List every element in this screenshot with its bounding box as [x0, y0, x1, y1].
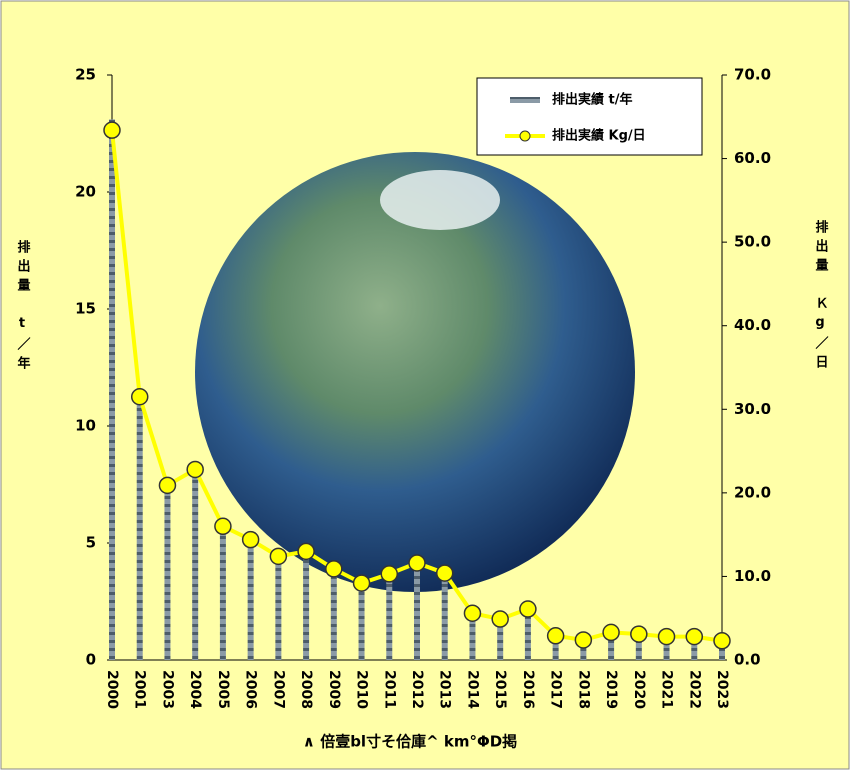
line-marker	[325, 560, 343, 578]
bar	[164, 482, 171, 660]
y-axis-title: 排出量 t／年	[15, 239, 31, 375]
bar	[247, 535, 254, 660]
line-marker	[685, 627, 704, 646]
bar	[635, 634, 642, 660]
x-tick-label: 2019	[603, 670, 619, 709]
y-tick-label: 15	[75, 300, 96, 318]
bar	[303, 550, 310, 660]
y-tick-label: 10	[75, 417, 96, 435]
bar	[109, 119, 115, 660]
y2-tick-label: 20.0	[734, 483, 771, 501]
x-tick-label: 2010	[354, 670, 370, 709]
y-tick-label: 20	[75, 183, 96, 201]
bar	[497, 617, 504, 660]
x-tick-label: 2011	[381, 670, 397, 709]
x-tick-label: 2000	[104, 670, 120, 709]
line-marker	[435, 564, 454, 582]
x-tick-label: 2009	[326, 670, 342, 709]
line-marker	[519, 600, 537, 618]
y2-tick-label: 10.0	[734, 567, 771, 585]
bar	[330, 566, 337, 660]
bar	[414, 561, 420, 660]
y2-tick-label: 60.0	[734, 149, 771, 167]
x-tick-label: 2008	[298, 670, 314, 709]
line-marker	[408, 554, 426, 572]
line-marker	[630, 625, 648, 643]
line-marker	[546, 627, 565, 645]
x-tick-label: 2001	[132, 670, 148, 709]
bar	[386, 571, 393, 660]
bar	[219, 524, 226, 660]
legend-label: 排出実績 Kg/日	[552, 128, 646, 144]
x-tick-label: 2017	[548, 670, 564, 709]
legend-swatch	[510, 97, 540, 103]
bar	[358, 580, 365, 660]
bar	[192, 465, 199, 660]
line-marker	[214, 517, 232, 536]
bar	[469, 613, 476, 660]
x-tick-label: 2006	[243, 670, 259, 709]
x-tick-label: 2023	[714, 670, 730, 709]
globe-image	[195, 152, 635, 592]
legend-swatch	[519, 130, 531, 142]
y-tick-label: 5	[86, 534, 96, 552]
line-marker	[602, 623, 620, 642]
line-marker	[158, 476, 177, 495]
line-marker	[491, 610, 509, 628]
bar	[524, 608, 531, 660]
x-tick-label: 2015	[492, 670, 508, 709]
line-marker	[713, 632, 731, 650]
line-marker	[186, 460, 204, 479]
x-axis-title: ∧ 倍壹bl寸そ佮庫^ km°ΦD掲	[303, 733, 517, 751]
bar	[608, 631, 615, 660]
x-tick-label: 2014	[464, 670, 480, 709]
x-tick-label: 2005	[215, 670, 231, 709]
y-tick-label: 25	[75, 66, 96, 84]
line-marker	[297, 542, 315, 561]
bar	[719, 641, 725, 660]
bar	[275, 554, 282, 660]
legend-box	[476, 77, 703, 156]
line-marker	[463, 604, 482, 622]
y2-tick-label: 50.0	[734, 233, 771, 251]
line-marker	[380, 565, 399, 583]
line-marker	[352, 574, 371, 592]
x-tick-label: 2007	[270, 670, 286, 709]
bar	[136, 390, 143, 660]
y2-tick-label: 40.0	[734, 316, 771, 334]
y2-tick-label: 70.0	[734, 66, 771, 84]
x-tick-label: 2012	[409, 670, 425, 709]
x-tick-label: 2022	[686, 670, 702, 709]
x-tick-label: 2004	[187, 670, 203, 709]
x-tick-label: 2020	[631, 670, 647, 709]
y2-tick-label: 30.0	[734, 400, 771, 418]
x-tick-label: 2018	[575, 670, 591, 709]
legend-label: 排出実績 t/年	[552, 92, 633, 108]
bar	[552, 634, 559, 660]
line-marker	[269, 547, 288, 566]
bar	[691, 636, 698, 660]
globe-ice	[380, 170, 500, 230]
bar	[441, 571, 448, 660]
bar	[663, 636, 670, 660]
bar	[580, 638, 587, 660]
x-tick-label: 2013	[437, 670, 453, 709]
x-tick-label: 2021	[659, 670, 675, 709]
x-tick-label: 2003	[159, 670, 175, 709]
y-tick-label: 0	[86, 651, 96, 669]
line-marker	[241, 530, 260, 549]
line-marker	[657, 627, 676, 646]
y2-tick-label: 0.0	[734, 651, 761, 669]
line-marker	[574, 631, 593, 649]
x-tick-label: 2016	[520, 670, 536, 709]
line-marker	[103, 121, 121, 139]
line-marker	[130, 388, 149, 406]
y2-axis-title: 排出量 Ｋg／日	[813, 219, 829, 374]
